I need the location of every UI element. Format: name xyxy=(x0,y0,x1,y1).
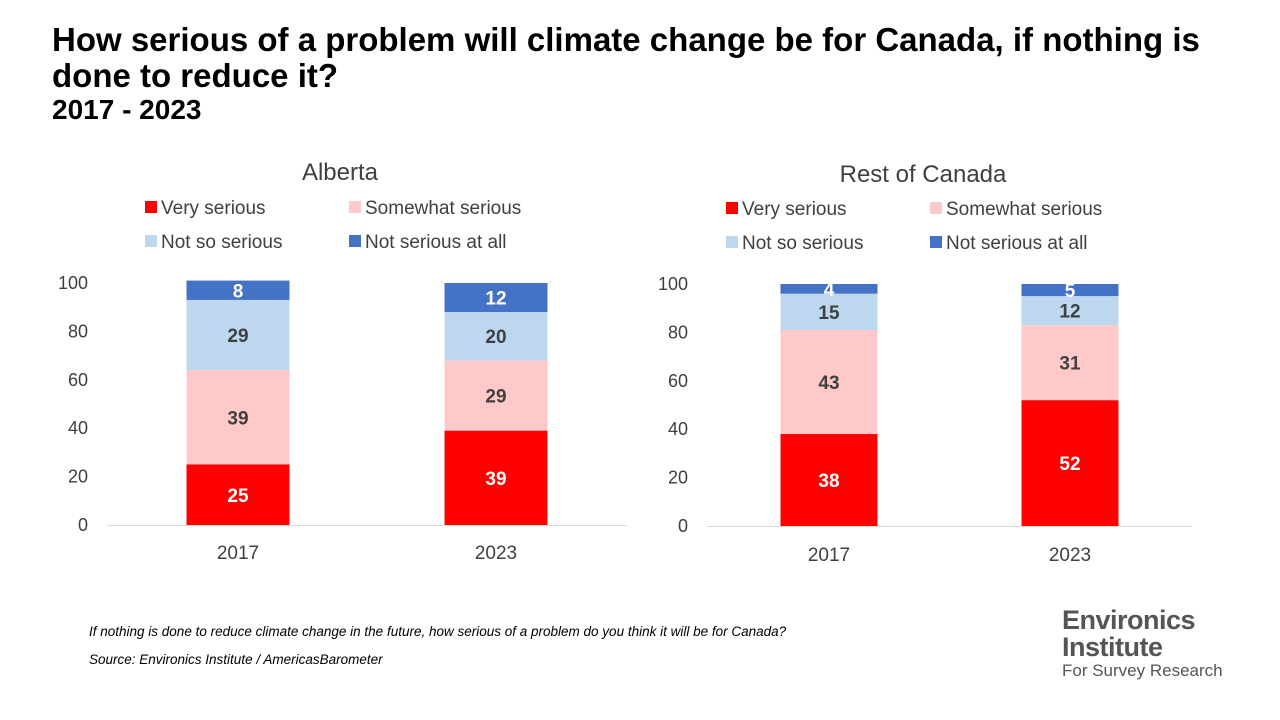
chart2-data-label-2017-very-serious: 38 xyxy=(818,471,839,492)
chart2-data-label-2023-somewhat-serious: 31 xyxy=(1059,354,1081,375)
chart1-y-tick-20: 20 xyxy=(68,467,88,487)
chart1-data-label-2023-very-serious: 39 xyxy=(485,469,506,490)
chart1-data-label-2023-not-so-serious: 20 xyxy=(485,327,506,348)
chart2-x-tick-2023: 2023 xyxy=(1049,545,1091,566)
chart1-y-tick-80: 80 xyxy=(68,321,88,341)
question-footnote: If nothing is done to reduce climate cha… xyxy=(89,624,787,639)
chart2-legend-swatch-not-serious-at-all xyxy=(930,236,942,248)
chart1-data-label-2017-somewhat-serious: 39 xyxy=(227,408,248,429)
chart1-legend-swatch-not-so-serious xyxy=(145,235,157,247)
chart2-data-label-2023-very-serious: 52 xyxy=(1059,454,1080,475)
chart2-bar-2017-not-serious-at-all xyxy=(780,284,878,294)
chart1-legend-label-somewhat-serious: Somewhat serious xyxy=(365,198,521,219)
chart2-y-tick-20: 20 xyxy=(668,468,688,488)
chart1-data-label-2017-not-serious-at-all: 8 xyxy=(233,281,244,302)
chart2-data-label-2023-not-serious-at-all: 5 xyxy=(1065,281,1076,302)
logo-line-tagline: For Survey Research xyxy=(1062,661,1223,680)
chart2-bar-2017-somewhat-serious xyxy=(780,329,878,435)
chart2-bar-2023-not-serious-at-all xyxy=(1021,284,1119,297)
chart2-y-tick-40: 40 xyxy=(668,419,688,439)
chart1-legend-swatch-somewhat-serious xyxy=(349,201,361,213)
chart2-y-tick-80: 80 xyxy=(668,322,688,342)
chart2-data-label-2017-somewhat-serious: 43 xyxy=(818,373,839,394)
logo-line-environics: Environics xyxy=(1062,605,1196,635)
chart1-x-tick-2023: 2023 xyxy=(475,543,517,564)
source-footnote: Source: Environics Institute / AmericasB… xyxy=(89,652,383,667)
chart1-legend-label-not-serious-at-all: Not serious at all xyxy=(365,232,507,253)
chart1-legend-label-not-so-serious: Not so serious xyxy=(161,232,282,253)
chart1-legend-label-very-serious: Very serious xyxy=(161,198,266,219)
chart1-bar-2017-somewhat-serious xyxy=(186,370,290,465)
chart1-y-tick-60: 60 xyxy=(68,370,88,390)
chart1-bar-2017-not-serious-at-all xyxy=(186,280,290,300)
chart2-y-tick-0: 0 xyxy=(678,516,688,536)
title-block: How serious of a problem will climate ch… xyxy=(52,22,1232,126)
chart2-legend-swatch-not-so-serious xyxy=(726,236,738,248)
chart2-legend-label-not-so-serious: Not so serious xyxy=(742,233,863,254)
chart2-legend-label-very-serious: Very serious xyxy=(742,199,847,220)
chart2-bar-2023-not-so-serious xyxy=(1021,296,1119,326)
chart1-data-label-2017-not-so-serious: 29 xyxy=(227,326,248,347)
chart2-legend-label-not-serious-at-all: Not serious at all xyxy=(946,233,1088,254)
chart-title: How serious of a problem will climate ch… xyxy=(52,21,1200,94)
chart1-bar-2017-very-serious xyxy=(186,464,290,525)
environics-logo: Environics Institute For Survey Research xyxy=(1062,606,1223,682)
chart1-bar-2017-not-so-serious xyxy=(186,299,290,371)
chart2-legend-label-somewhat-serious: Somewhat serious xyxy=(946,199,1102,220)
chart1-panel-title: Alberta xyxy=(302,159,379,186)
chart1-y-tick-100: 100 xyxy=(58,273,88,293)
chart2-bar-2017-not-so-serious xyxy=(780,293,878,330)
chart1-bar-2023-not-so-serious xyxy=(444,312,548,361)
chart2-legend-swatch-somewhat-serious xyxy=(930,202,942,214)
chart2-bar-2017-very-serious xyxy=(780,434,878,526)
chart2-y-tick-100: 100 xyxy=(658,274,688,294)
chart1-legend-swatch-not-serious-at-all xyxy=(349,235,361,247)
chart2-legend-swatch-very-serious xyxy=(726,202,738,214)
chart-subtitle: 2017 - 2023 xyxy=(52,94,202,125)
chart1-bar-2023-somewhat-serious xyxy=(444,360,548,431)
chart1-y-tick-40: 40 xyxy=(68,418,88,438)
chart1-data-label-2023-somewhat-serious: 29 xyxy=(485,387,506,408)
logo-line-institute: Institute xyxy=(1062,632,1163,662)
chart2-bar-2023-very-serious xyxy=(1021,400,1119,526)
chart2-y-tick-60: 60 xyxy=(668,371,688,391)
chart1-bar-2023-very-serious xyxy=(444,430,548,525)
chart2-data-label-2023-not-so-serious: 12 xyxy=(1059,302,1080,323)
chart1-bar-2023-not-serious-at-all xyxy=(444,283,548,313)
chart2-x-tick-2017: 2017 xyxy=(808,545,850,566)
chart2-bar-2023-somewhat-serious xyxy=(1021,325,1119,401)
chart1-data-label-2023-not-serious-at-all: 12 xyxy=(485,289,506,310)
chart2-data-label-2017-not-serious-at-all: 4 xyxy=(824,280,835,301)
chart1-x-tick-2017: 2017 xyxy=(217,543,259,564)
chart2-data-label-2017-not-so-serious: 15 xyxy=(818,303,840,324)
chart2-panel-title: Rest of Canada xyxy=(840,161,1007,188)
chart1-y-tick-0: 0 xyxy=(78,515,88,535)
chart1-legend-swatch-very-serious xyxy=(145,201,157,213)
chart1-data-label-2017-very-serious: 25 xyxy=(227,486,249,507)
